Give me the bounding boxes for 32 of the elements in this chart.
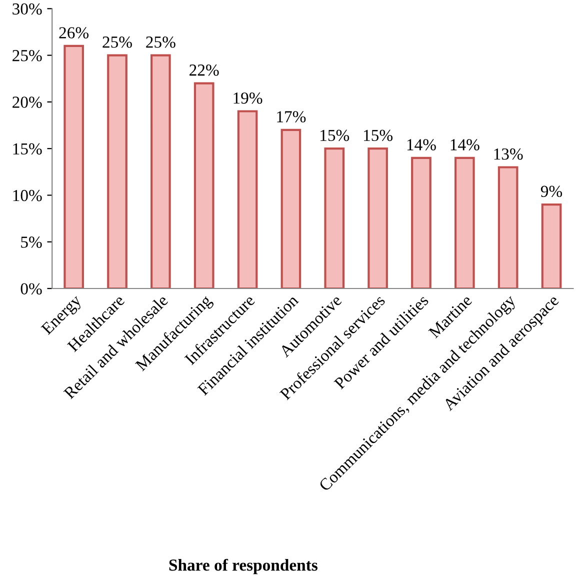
data-label: 19% bbox=[234, 92, 262, 104]
data-label: 15% bbox=[364, 130, 393, 142]
bar bbox=[454, 156, 475, 288]
data-label: 25% bbox=[102, 36, 132, 48]
bar bbox=[498, 166, 518, 288]
y-tick-label: 20% bbox=[12, 96, 42, 108]
data-label: 9% bbox=[540, 186, 562, 198]
data-label: 22% bbox=[190, 64, 219, 76]
y-tick-label: 10% bbox=[13, 190, 42, 202]
bar bbox=[194, 82, 214, 288]
bar bbox=[324, 148, 345, 288]
data-label: 13% bbox=[494, 148, 523, 160]
bar bbox=[64, 44, 84, 288]
data-label: 14% bbox=[450, 139, 480, 150]
y-tick-label: 25% bbox=[12, 50, 42, 62]
x-axis-title: Share of respondents bbox=[169, 558, 318, 574]
bar bbox=[541, 204, 562, 288]
data-label: 15% bbox=[320, 130, 350, 142]
bar bbox=[150, 54, 171, 288]
bar bbox=[237, 110, 258, 288]
bar bbox=[368, 148, 388, 288]
data-label: 26% bbox=[59, 27, 89, 38]
data-label: 14% bbox=[407, 139, 436, 150]
data-label: 17% bbox=[277, 111, 306, 122]
data-label: 25% bbox=[146, 36, 176, 48]
y-tick-label: 5% bbox=[21, 236, 42, 248]
bar bbox=[411, 156, 432, 288]
bar bbox=[280, 128, 302, 288]
y-tick-label: 0% bbox=[20, 283, 42, 294]
bar bbox=[107, 54, 128, 288]
y-tick-label: 30% bbox=[12, 3, 42, 15]
y-tick-label: 15% bbox=[13, 143, 42, 155]
